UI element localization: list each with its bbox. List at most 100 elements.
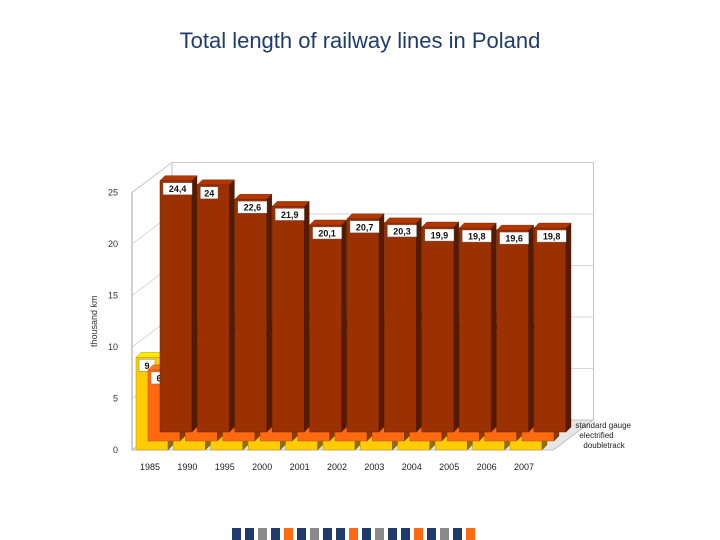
bar-top bbox=[496, 224, 535, 231]
data-label-box bbox=[387, 224, 417, 238]
y-tick-label: 10 bbox=[108, 342, 118, 352]
data-label: 24 bbox=[204, 188, 214, 198]
data-label-box bbox=[349, 220, 380, 233]
bar-side bbox=[341, 219, 347, 433]
bar-side bbox=[191, 175, 198, 433]
bar-side bbox=[304, 200, 310, 433]
strip-square bbox=[297, 528, 306, 540]
bar bbox=[234, 198, 268, 433]
data-label-box bbox=[312, 226, 343, 240]
strip-square bbox=[362, 528, 371, 540]
data-label: 20,1 bbox=[318, 228, 336, 238]
bar bbox=[309, 224, 342, 433]
x-axis: 1985 1990 1995 2000 2001 2002 2003 2004 2005 2006… bbox=[140, 462, 534, 472]
y-tick-label: 25 bbox=[108, 188, 118, 198]
bar bbox=[271, 206, 305, 433]
bar-top bbox=[533, 222, 572, 229]
y-axis-title: thousand km bbox=[89, 295, 99, 347]
data-label: 19,8 bbox=[543, 232, 561, 242]
x-tick-label: 2006 bbox=[477, 462, 497, 472]
strip-square bbox=[466, 528, 475, 540]
legend-entry: standard gauge bbox=[575, 421, 631, 430]
data-label-box bbox=[424, 228, 455, 242]
legend-entry: doubletrack bbox=[583, 441, 625, 450]
bar-top bbox=[421, 221, 460, 228]
data-label: 19,8 bbox=[468, 232, 486, 242]
bar-top bbox=[271, 201, 310, 207]
bar bbox=[346, 218, 380, 433]
strip-square bbox=[401, 528, 410, 540]
bar-side bbox=[416, 217, 422, 433]
bar bbox=[533, 227, 567, 433]
bar-side bbox=[565, 222, 572, 433]
strip-square bbox=[284, 528, 293, 540]
x-tick-label: 1990 bbox=[177, 462, 197, 472]
chart-title: Total length of railway lines in Poland bbox=[179, 28, 541, 53]
strip-square bbox=[375, 528, 384, 540]
x-tick-label: 2001 bbox=[290, 462, 310, 472]
strip-square bbox=[388, 528, 397, 540]
data-label-box bbox=[462, 229, 492, 243]
data-label: 24,4 bbox=[169, 184, 187, 194]
strip-square bbox=[323, 528, 332, 540]
x-tick-label: 2007 bbox=[514, 462, 534, 472]
data-label: 19,6 bbox=[505, 234, 523, 244]
strip-square bbox=[414, 528, 423, 540]
x-tick-label: 2000 bbox=[252, 462, 272, 472]
strip-square bbox=[427, 528, 436, 540]
bar-top bbox=[346, 213, 385, 219]
data-label: 21,9 bbox=[281, 210, 299, 220]
data-label: 19,9 bbox=[431, 231, 449, 241]
x-tick-label: 2003 bbox=[364, 462, 384, 472]
bar-top bbox=[159, 175, 198, 181]
bar-side bbox=[378, 213, 385, 433]
bar-side bbox=[266, 193, 272, 433]
bar bbox=[496, 229, 529, 433]
data-label-box bbox=[499, 231, 530, 245]
bar-top bbox=[309, 219, 348, 226]
strip-square bbox=[232, 528, 241, 540]
data-label: 22,6 bbox=[244, 203, 262, 213]
y-axis: 0 5 10 15 20 25 thousand km bbox=[89, 188, 133, 455]
x-tick-label: 2004 bbox=[402, 462, 422, 472]
data-label-box bbox=[200, 186, 219, 200]
bar bbox=[197, 184, 230, 433]
series-standard-gauge: 24,4 24 22,6 21,9 20,1 20,7 20,3 19,9 19,8 19,6 19… bbox=[159, 175, 572, 433]
x-tick-label: 2002 bbox=[327, 462, 347, 472]
bar-top bbox=[234, 194, 273, 200]
bar-top bbox=[383, 217, 422, 224]
x-tick-label: 1995 bbox=[215, 462, 235, 472]
data-label-box bbox=[536, 229, 567, 243]
legend-entry: electrified bbox=[579, 431, 613, 440]
strip-square bbox=[453, 528, 462, 540]
bar-top bbox=[196, 179, 235, 186]
bar bbox=[384, 222, 417, 433]
bar-side bbox=[453, 221, 459, 433]
bar-side bbox=[528, 224, 534, 433]
data-label-box bbox=[275, 208, 305, 221]
data-label-box bbox=[162, 182, 193, 195]
gridline-25 bbox=[131, 162, 594, 193]
strip-square bbox=[310, 528, 319, 540]
strip-square bbox=[336, 528, 345, 540]
data-label-box bbox=[237, 201, 268, 214]
y-tick-label: 0 bbox=[113, 445, 118, 455]
chart-bars: 98,88,98,88,88,98,88,88,78,78,76,911,411… bbox=[135, 175, 572, 451]
y-tick-label: 20 bbox=[108, 239, 118, 249]
strip-square bbox=[245, 528, 254, 540]
data-label: 9 bbox=[144, 361, 149, 371]
data-label: 20,3 bbox=[393, 226, 411, 236]
decorative-footer-strip bbox=[232, 528, 475, 540]
strip-square bbox=[349, 528, 358, 540]
x-tick-label: 2005 bbox=[439, 462, 459, 472]
strip-square bbox=[440, 528, 449, 540]
strip-square bbox=[271, 528, 280, 540]
bar-side bbox=[491, 222, 497, 433]
bar-side bbox=[229, 179, 235, 433]
bar bbox=[159, 180, 193, 433]
bar bbox=[421, 226, 455, 433]
y-tick-label: 5 bbox=[113, 394, 118, 404]
y-tick-label: 15 bbox=[108, 291, 118, 301]
